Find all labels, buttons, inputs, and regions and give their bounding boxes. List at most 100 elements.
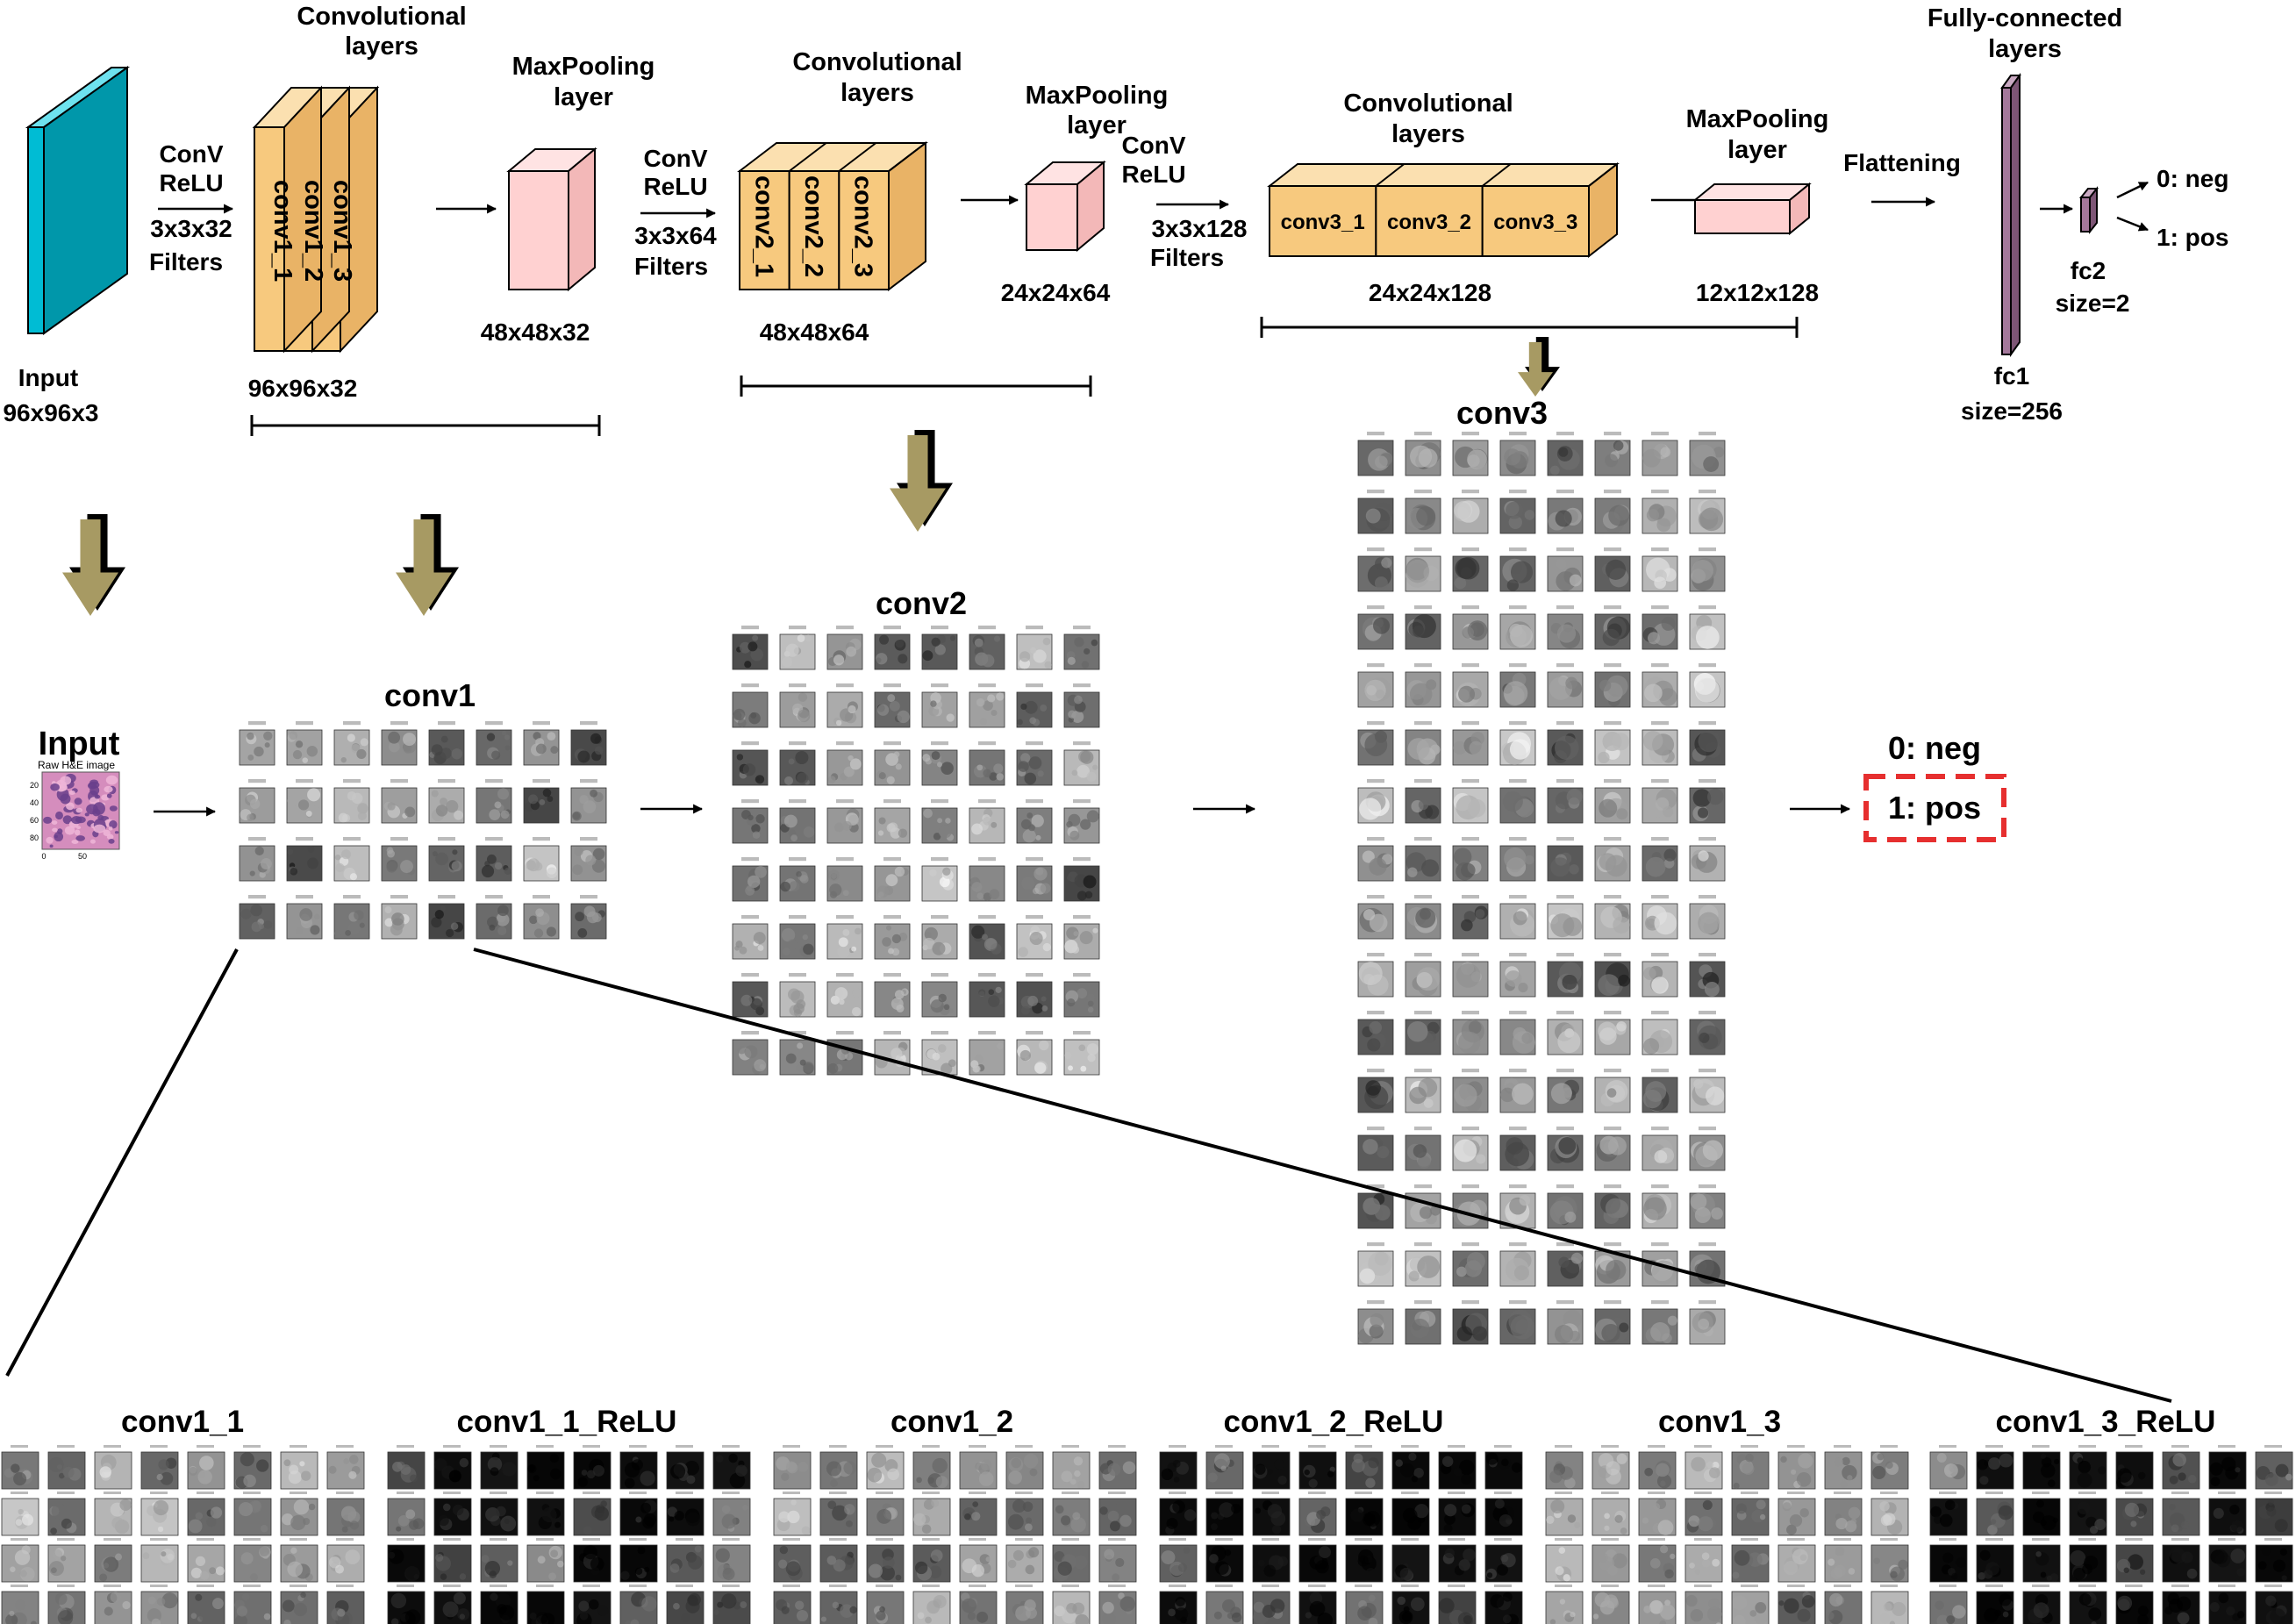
feature-map-caption <box>1073 973 1091 977</box>
feature-texture <box>1574 1521 1581 1528</box>
he-cell <box>109 819 118 829</box>
feature-map-caption <box>1604 895 1621 899</box>
feature-map-caption <box>1073 683 1091 688</box>
feature-texture <box>1510 1315 1535 1340</box>
feature-texture <box>742 1505 748 1511</box>
feature-texture <box>983 816 991 826</box>
he-cell <box>84 812 89 817</box>
feature-texture <box>929 869 937 877</box>
feature-texture <box>343 1458 350 1464</box>
feature-texture <box>1086 993 1096 1002</box>
feature-map-caption <box>248 837 266 841</box>
feature-map-caption <box>1509 1242 1527 1247</box>
feature-map-caption <box>789 857 806 862</box>
feature-texture <box>2094 1519 2106 1531</box>
feature-map-caption <box>1509 953 1527 957</box>
feature-texture <box>1029 717 1037 725</box>
feature-texture <box>1076 988 1088 999</box>
feature-map <box>874 857 911 902</box>
feature-map <box>1452 490 1489 534</box>
feature-texture <box>1883 1602 1892 1612</box>
feature-map <box>573 1492 612 1536</box>
feature-map-caption <box>533 895 550 899</box>
feature-texture <box>459 1573 467 1580</box>
feature-texture <box>104 1606 113 1616</box>
feature-map <box>1684 1492 1723 1536</box>
feature-map-caption <box>1556 605 1574 610</box>
feature-texture <box>1598 751 1610 764</box>
feature-texture <box>780 881 790 892</box>
feature-map <box>1642 547 1678 592</box>
svg-text:Filters: Filters <box>149 248 223 275</box>
conv1-feature-grid <box>239 721 607 940</box>
feature-texture <box>1070 1517 1086 1533</box>
feature-map <box>1357 663 1394 708</box>
feature-map-caption <box>1509 721 1527 726</box>
feature-map-caption <box>1448 1538 1465 1541</box>
feature-texture <box>785 1561 801 1577</box>
feature-texture <box>1550 1499 1565 1514</box>
feature-texture <box>2272 1559 2286 1572</box>
feature-texture <box>1041 996 1047 1002</box>
feature-map-caption <box>1509 1184 1527 1189</box>
bracket-conv1 <box>250 415 601 436</box>
feature-texture <box>1407 867 1418 877</box>
feature-texture <box>404 806 416 818</box>
feature-map-caption <box>1604 663 1621 668</box>
feature-texture <box>403 744 412 754</box>
feature-map <box>866 1538 905 1583</box>
feature-texture <box>988 989 995 995</box>
feature-map-caption <box>150 1538 168 1541</box>
feature-texture <box>1080 750 1094 764</box>
feature-map-caption <box>2078 1585 2096 1587</box>
feature-map-caption <box>1414 895 1432 899</box>
feature-texture <box>440 1573 447 1580</box>
feature-texture <box>997 1042 1004 1050</box>
feature-map <box>387 1445 426 1490</box>
feature-texture <box>876 1508 892 1524</box>
feature-map <box>969 626 1005 670</box>
feature-texture <box>1112 1573 1120 1582</box>
feature-map-caption <box>978 1031 996 1035</box>
feature-map <box>1357 779 1394 824</box>
feature-texture <box>1408 1452 1417 1461</box>
feature-texture <box>982 934 988 941</box>
feature-texture <box>971 823 983 835</box>
feature-texture <box>882 1556 895 1569</box>
feature-texture <box>882 937 891 947</box>
feature-texture <box>753 932 766 945</box>
feature-map-caption <box>390 721 408 726</box>
conv3-slab <box>1375 185 1484 257</box>
feature-map-caption <box>1939 1538 1956 1541</box>
feature-texture <box>459 1457 469 1468</box>
feature-texture <box>1475 909 1485 919</box>
feature-map-caption <box>1448 1445 1465 1448</box>
feature-map <box>570 721 607 766</box>
feature-map <box>819 1445 858 1490</box>
feature-texture <box>1569 574 1582 587</box>
feature-texture <box>1616 808 1628 820</box>
pool3-title: MaxPooling <box>1686 105 1829 133</box>
feature-texture <box>898 828 908 838</box>
feature-texture <box>454 810 464 820</box>
he-cell <box>103 829 111 837</box>
feature-texture <box>728 1453 738 1463</box>
feature-map-caption <box>876 1538 893 1541</box>
feature-texture <box>1175 1596 1185 1607</box>
he-cell <box>55 811 63 820</box>
feature-texture <box>778 1559 788 1569</box>
feature-map-caption <box>722 1585 740 1587</box>
feature-texture <box>634 1567 643 1575</box>
feature-texture <box>486 733 496 741</box>
feature-map-caption <box>1367 1242 1384 1247</box>
feature-texture <box>1415 907 1436 928</box>
feature-texture <box>1418 799 1429 811</box>
feature-map <box>1452 432 1489 476</box>
feature-texture <box>1556 624 1577 643</box>
feature-texture <box>1012 1549 1024 1561</box>
feature-texture <box>898 654 908 664</box>
feature-texture <box>624 1462 640 1478</box>
feature-map <box>1594 1011 1631 1055</box>
feature-map-caption <box>1985 1585 2003 1587</box>
feature-texture <box>855 927 862 935</box>
